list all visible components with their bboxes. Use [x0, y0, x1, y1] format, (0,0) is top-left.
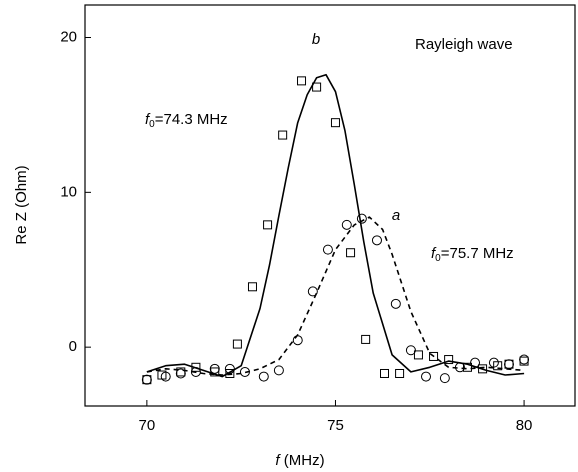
square-point	[395, 368, 405, 378]
annotation-part: =74.3 MHz	[155, 111, 228, 128]
annotation-part: f	[145, 111, 151, 128]
annotation-part: f	[431, 245, 437, 262]
annotation-part: a	[392, 207, 400, 224]
annotation: f0=74.3 MHz	[145, 111, 228, 130]
circle-point	[503, 359, 514, 370]
square-point	[380, 368, 390, 378]
plot-frame	[84, 4, 576, 407]
square-point	[247, 282, 257, 292]
square-point	[413, 350, 423, 360]
square-point	[225, 368, 235, 378]
circle-point	[488, 357, 499, 368]
square-point	[444, 355, 454, 365]
curve	[146, 216, 525, 376]
square-point	[493, 361, 503, 371]
annotation: b	[312, 31, 320, 48]
x-axis-label: f (MHz)	[275, 452, 324, 469]
square-point	[478, 364, 488, 374]
square-point	[142, 375, 152, 385]
square-point	[278, 130, 288, 140]
circle-point	[175, 368, 186, 379]
circle-point	[519, 354, 530, 365]
annotation-part: b	[312, 31, 320, 48]
square-point	[210, 367, 220, 377]
annotation-part: Rayleigh wave	[415, 36, 513, 53]
x-axis-label-unit: (MHz)	[280, 452, 325, 469]
x-axis-label-var: f	[275, 452, 281, 469]
circle-point	[141, 374, 152, 385]
square-point	[232, 339, 242, 349]
square-point	[429, 351, 439, 361]
circle-point	[292, 335, 303, 346]
circle-point	[160, 371, 171, 382]
annotation-part: =75.7 MHz	[441, 245, 514, 262]
curve	[146, 73, 525, 378]
x-tick-label: 80	[516, 417, 533, 434]
square-point	[361, 334, 371, 344]
circle-point	[273, 365, 284, 376]
annotation-part: 0	[435, 253, 441, 264]
annotation: a	[392, 207, 400, 224]
annotation: Rayleigh wave	[415, 36, 513, 53]
circle-point	[421, 371, 432, 382]
y-tick-label: 10	[60, 183, 77, 200]
square-point	[312, 82, 322, 92]
circle-point	[390, 298, 401, 309]
circle-point	[209, 363, 220, 374]
circle-point	[405, 345, 416, 356]
square-point	[504, 359, 514, 369]
y-tick-label: 20	[60, 28, 77, 45]
square-point	[346, 248, 356, 258]
square-point	[297, 76, 307, 86]
circle-point	[439, 373, 450, 384]
circle-point	[258, 371, 269, 382]
square-point	[330, 118, 340, 128]
annotation: f0=75.7 MHz	[431, 245, 514, 264]
circle-point	[371, 235, 382, 246]
circle-point	[356, 213, 367, 224]
annotation-part: 0	[149, 119, 155, 130]
circle-point	[341, 219, 352, 230]
square-point	[462, 362, 472, 372]
x-tick-label: 75	[327, 417, 344, 434]
circle-point	[307, 286, 318, 297]
y-tick-label: 0	[69, 338, 77, 355]
square-point	[263, 220, 273, 230]
y-axis-label: Re Z (Ohm)	[13, 165, 30, 244]
circle-point	[322, 244, 333, 255]
x-tick-label: 70	[139, 417, 156, 434]
